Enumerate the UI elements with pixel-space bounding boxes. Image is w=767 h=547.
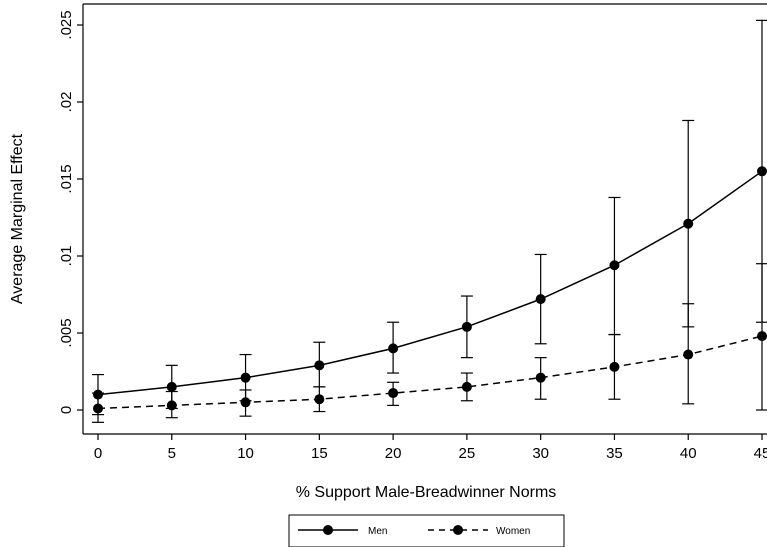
x-tick-label: 45: [754, 445, 767, 462]
data-point: [314, 394, 325, 405]
data-point: [535, 294, 546, 305]
x-tick-label: 30: [532, 445, 549, 462]
series-layer: [92, 19, 767, 423]
series-line: [97, 170, 763, 396]
y-tick-label: .015: [58, 164, 75, 193]
plot-frame: [82, 3, 767, 435]
data-point: [93, 403, 103, 414]
y-axis: 0 .005 .01 .015 .02 .025: [58, 10, 83, 414]
x-tick-label: 5: [168, 445, 176, 462]
legend: Men Women: [288, 514, 565, 547]
legend-label-women: Women: [496, 526, 530, 537]
legend-label-men: Men: [368, 526, 387, 537]
data-point: [240, 397, 251, 408]
data-point: [314, 360, 325, 371]
legend-marker-men: [323, 525, 333, 535]
y-axis-title: Average Marginal Effect: [9, 133, 26, 304]
series-women: [92, 263, 767, 423]
y-tick-label: .02: [58, 92, 75, 113]
x-tick-label: 25: [459, 445, 476, 462]
x-tick-label: 0: [94, 445, 102, 462]
legend-box: [288, 514, 565, 547]
legend-marker-women: [453, 525, 463, 535]
data-point: [461, 381, 472, 392]
data-point: [388, 343, 399, 354]
data-point: [609, 260, 620, 271]
data-point: [683, 349, 694, 360]
y-tick-label: 0: [58, 406, 75, 414]
x-tick-label: 20: [385, 445, 402, 462]
data-point: [388, 388, 399, 399]
x-axis: 0 5 10 15 20 25 30 35 40 45: [94, 434, 767, 462]
data-point: [683, 218, 694, 229]
series-men: [92, 19, 767, 416]
y-tick-label: .01: [58, 246, 75, 267]
x-tick-label: 10: [237, 445, 254, 462]
data-point: [240, 372, 251, 383]
x-axis-title: % Support Male-Breadwinner Norms: [296, 484, 557, 501]
data-point: [461, 321, 472, 332]
data-point: [166, 400, 177, 411]
series-line: [97, 335, 763, 410]
data-point: [609, 361, 620, 372]
y-tick-label: .005: [58, 318, 75, 347]
y-tick-label: .025: [58, 10, 75, 39]
x-tick-label: 35: [606, 445, 623, 462]
data-point: [166, 381, 177, 392]
x-tick-label: 15: [311, 445, 328, 462]
data-point: [535, 372, 546, 383]
data-point: [757, 166, 767, 177]
data-point: [757, 331, 767, 342]
x-tick-label: 40: [680, 445, 697, 462]
